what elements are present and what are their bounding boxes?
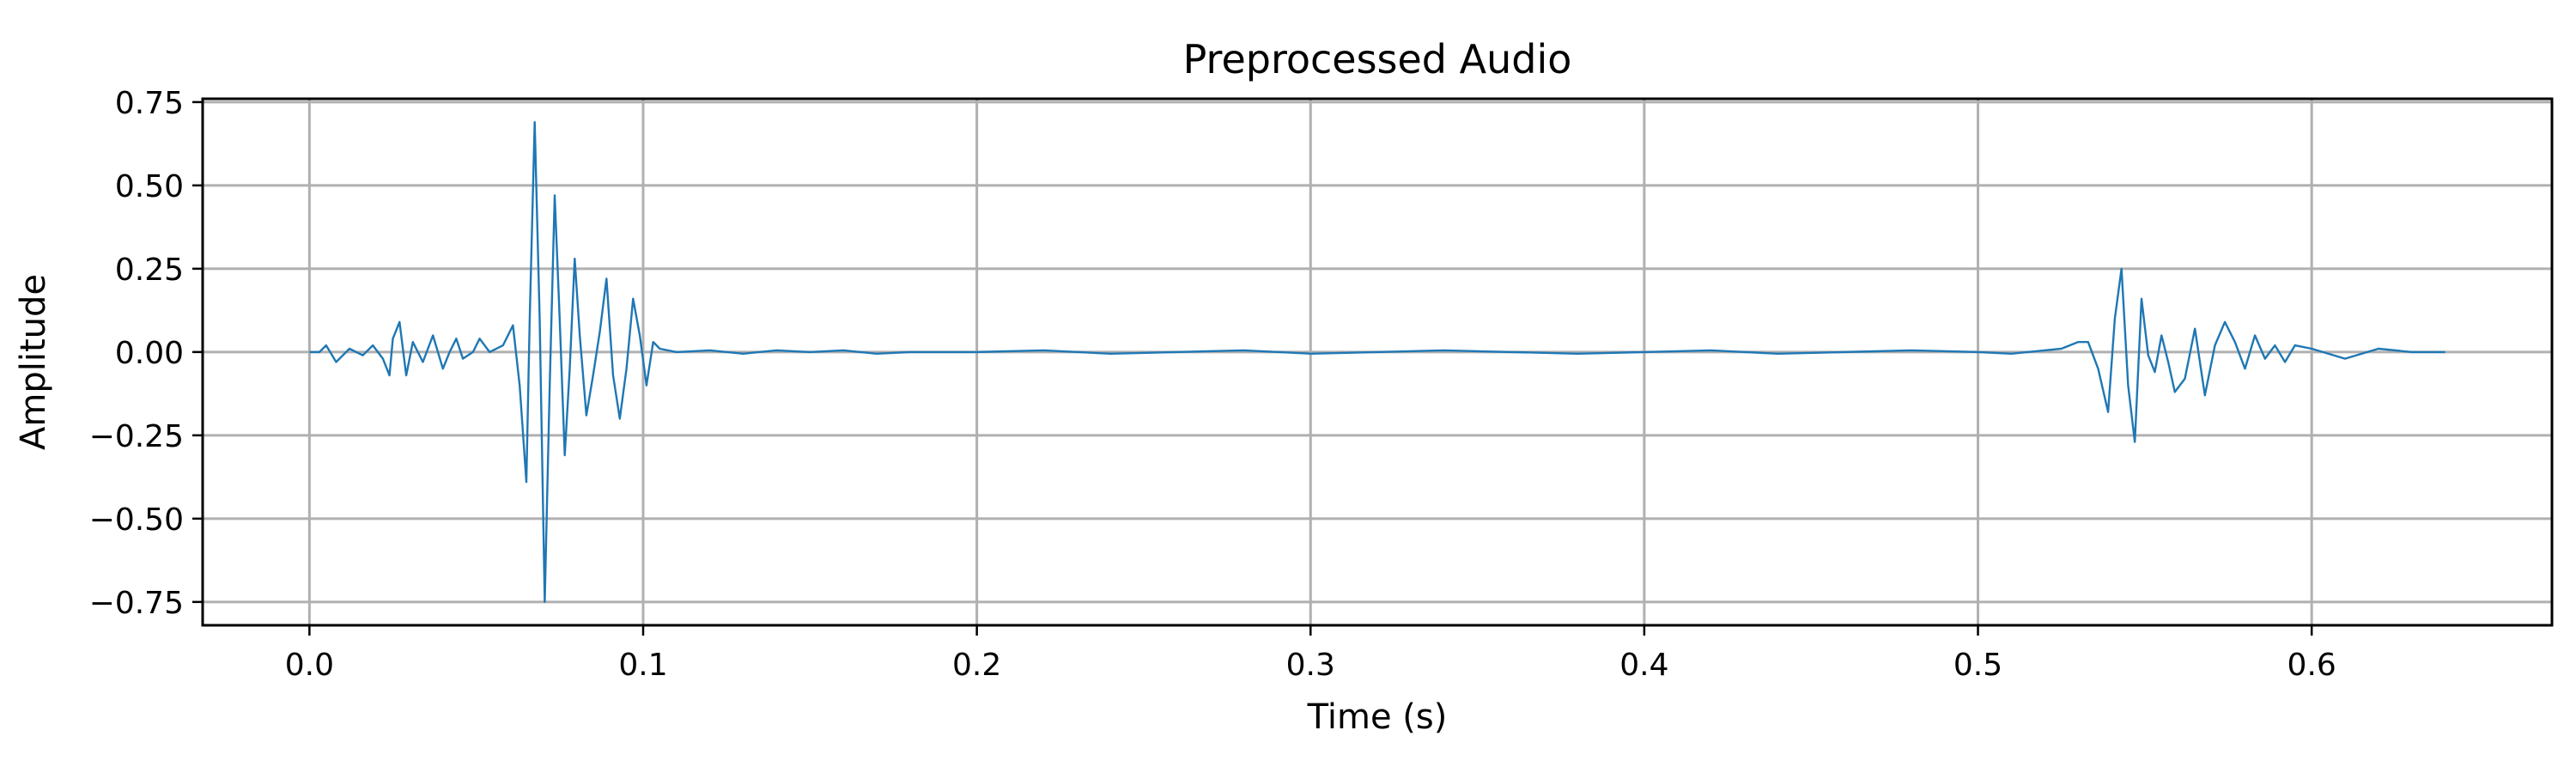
x-tick-label: 0.0 [285,648,334,683]
x-tick-label: 0.4 [1619,648,1668,683]
y-axis: 0.75 0.50 0.25 0.00 −0.25 −0.50 −0.75 [89,86,203,621]
waveform-line [309,120,2445,603]
chart-title: Preprocessed Audio [1183,36,1572,82]
x-tick-label: 0.3 [1286,648,1335,683]
x-tick-label: 0.5 [1953,648,2002,683]
x-axis: 0.0 0.1 0.2 0.3 0.4 0.5 0.6 [285,625,2336,683]
y-tick-label: 0.00 [115,336,184,371]
y-tick-label: −0.25 [89,419,184,454]
y-axis-label: Amplitude [14,274,53,450]
y-tick-label: 0.25 [115,253,184,288]
y-tick-label: −0.50 [89,502,184,538]
plot-area [309,120,2445,603]
x-tick-label: 0.6 [2287,648,2336,683]
y-tick-label: 0.75 [115,86,184,121]
y-tick-label: −0.75 [89,586,184,621]
x-axis-label: Time (s) [1307,697,1448,737]
y-tick-label: 0.50 [115,169,184,204]
x-tick-label: 0.2 [952,648,1001,683]
x-tick-label: 0.1 [618,648,667,683]
plot-frame [201,97,2554,627]
